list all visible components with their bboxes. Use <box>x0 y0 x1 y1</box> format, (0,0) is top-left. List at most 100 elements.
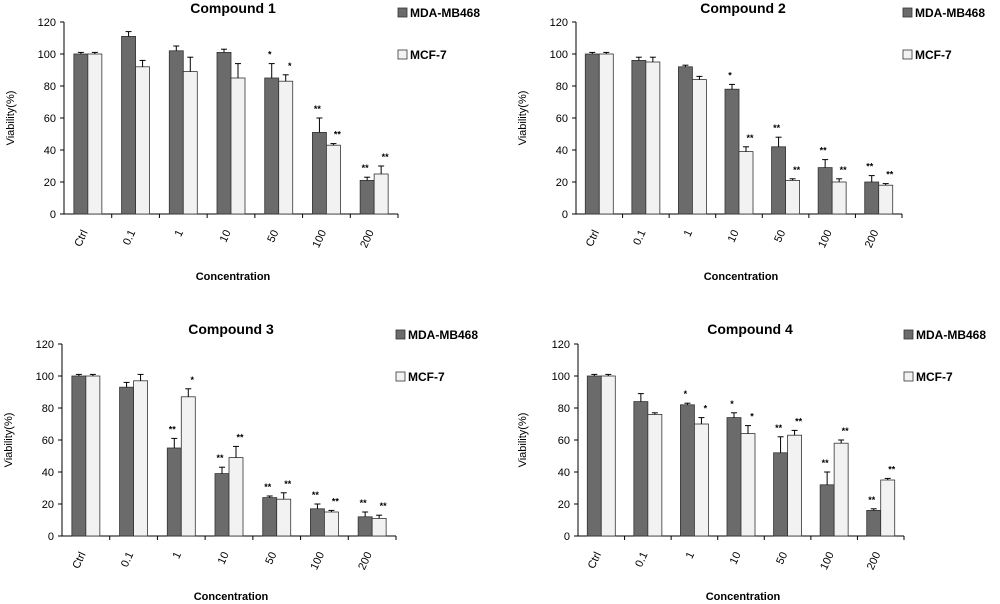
y-axis-title: Viability(%) <box>517 413 529 468</box>
y-tick-label: 0 <box>48 531 54 543</box>
x-tick-label: 1 <box>682 228 695 239</box>
significance-marker: ** <box>822 458 830 468</box>
x-tick-label: Ctrl <box>70 550 88 571</box>
significance-marker: * <box>268 50 272 60</box>
x-tick-label: 0.1 <box>633 550 650 569</box>
x-tick-label: 1 <box>684 550 697 561</box>
significance-marker: ** <box>284 479 292 489</box>
significance-marker: ** <box>775 423 783 433</box>
x-tick-label: 10 <box>726 228 742 244</box>
bar-mda-mb468 <box>864 181 880 215</box>
significance-marker: * <box>191 375 195 385</box>
bar-mcf-7 <box>785 179 800 215</box>
legend-label: MCF-7 <box>410 48 447 62</box>
bar-mda-mb468 <box>312 131 327 215</box>
y-tick-label: 20 <box>558 499 570 511</box>
bar-mcf-7 <box>600 375 616 537</box>
y-tick-label: 80 <box>42 403 54 415</box>
bar-mcf-7 <box>831 181 847 215</box>
legend-label: MCF-7 <box>408 370 445 384</box>
x-tick-label: 100 <box>816 228 835 250</box>
bar-mda-mb468 <box>584 53 600 215</box>
bar-mcf-7 <box>880 479 896 537</box>
bar-mda-mb468 <box>680 404 695 537</box>
bar-mcf-7 <box>133 380 148 537</box>
y-tick-label: 120 <box>38 17 56 29</box>
significance-marker: ** <box>795 416 803 426</box>
significance-marker: ** <box>888 464 896 474</box>
x-tick-label: 50 <box>774 550 790 566</box>
significance-marker: ** <box>793 165 801 175</box>
significance-marker: ** <box>362 163 370 173</box>
significance-marker: ** <box>334 130 342 140</box>
bar-mda-mb468 <box>264 77 280 215</box>
legend-swatch <box>903 371 914 382</box>
x-tick-label: Ctrl <box>584 228 602 249</box>
chart-panel-1: Compound 1 0 20 40 60 80 100 120 Viability(%) Ctr… <box>5 0 480 283</box>
significance-marker: ** <box>866 162 874 172</box>
bar-mda-mb468 <box>73 53 89 215</box>
x-tick-label: 10 <box>218 228 234 244</box>
x-tick-label: 1 <box>173 228 186 239</box>
bar-mda-mb468 <box>771 146 786 215</box>
bar-mcf-7 <box>833 442 849 537</box>
significance-marker: ** <box>264 482 272 492</box>
bar-mda-mb468 <box>357 516 373 537</box>
x-axis-title: Concentration <box>704 271 779 283</box>
bar-mda-mb468 <box>773 452 788 537</box>
y-tick-label: 120 <box>36 339 54 351</box>
legend-label: MDA-MB468 <box>410 6 480 20</box>
significance-marker: ** <box>820 146 828 156</box>
chart-panel-4: Compound 4 0 20 40 60 80 100 120 Viability(%) Ctr… <box>517 321 986 603</box>
x-tick-label: Ctrl <box>72 228 90 249</box>
significance-marker: * <box>288 61 292 71</box>
bar-mcf-7 <box>371 518 387 537</box>
bar-mcf-7 <box>182 71 198 215</box>
bar-mcf-7 <box>740 433 756 537</box>
x-axis-title: Concentration <box>196 271 271 283</box>
bar-mda-mb468 <box>168 50 184 215</box>
x-tick-label: 50 <box>772 228 788 244</box>
bar-mcf-7 <box>87 53 103 215</box>
bar-mda-mb468 <box>866 509 882 537</box>
significance-marker: ** <box>773 123 781 133</box>
x-tick-label: 100 <box>818 550 837 572</box>
y-tick-label: 60 <box>556 113 568 125</box>
legend-swatch <box>395 329 406 340</box>
x-tick-label: 0.1 <box>121 228 138 247</box>
bar-mcf-7 <box>694 423 709 537</box>
bar-mcf-7 <box>276 498 292 537</box>
significance-marker: ** <box>840 165 848 175</box>
chart-title: Compound 2 <box>700 0 786 16</box>
bar-mda-mb468 <box>71 375 87 537</box>
bar-mcf-7 <box>738 151 754 215</box>
y-tick-label: 40 <box>42 467 54 479</box>
significance-marker: * <box>730 399 734 409</box>
significance-marker: ** <box>842 426 850 436</box>
bar-mcf-7 <box>647 413 663 537</box>
bar-mda-mb468 <box>819 484 835 537</box>
significance-marker: ** <box>380 501 388 511</box>
y-tick-label: 0 <box>562 209 568 221</box>
bar-mda-mb468 <box>678 66 693 215</box>
chart-title: Compound 3 <box>188 321 274 337</box>
chart-title: Compound 4 <box>707 321 793 337</box>
significance-marker: * <box>684 389 688 399</box>
legend-swatch <box>397 49 408 60</box>
bar-mcf-7 <box>787 434 802 537</box>
bar-mda-mb468 <box>633 401 649 537</box>
y-tick-label: 20 <box>44 177 56 189</box>
y-tick-label: 60 <box>558 435 570 447</box>
y-tick-label: 80 <box>558 403 570 415</box>
x-tick-label: 200 <box>356 550 375 572</box>
bar-mda-mb468 <box>121 36 136 215</box>
y-tick-label: 20 <box>556 177 568 189</box>
bar-mda-mb468 <box>262 497 278 537</box>
legend-label: MDA-MB468 <box>408 328 478 342</box>
bar-mcf-7 <box>180 396 196 537</box>
y-tick-label: 80 <box>556 81 568 93</box>
x-axis-title: Concentration <box>194 591 269 603</box>
y-tick-label: 120 <box>550 17 568 29</box>
x-tick-label: 50 <box>265 228 281 244</box>
